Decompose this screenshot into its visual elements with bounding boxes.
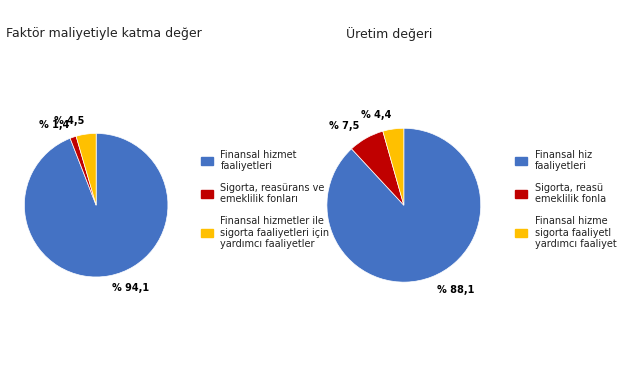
Text: % 94,1: % 94,1 [112, 283, 149, 293]
Text: % 4,5: % 4,5 [54, 116, 84, 126]
Wedge shape [383, 128, 404, 205]
Wedge shape [351, 131, 404, 205]
Text: % 88,1: % 88,1 [437, 285, 474, 295]
Wedge shape [327, 128, 481, 282]
Legend: Finansal hizmet
faaliyetleri, Sigorta, reasürans ve
emeklilik fonları, Finansal : Finansal hizmet faaliyetleri, Sigorta, r… [197, 146, 333, 253]
Text: % 1,4: % 1,4 [38, 120, 69, 130]
Legend: Finansal hiz
faaliyetleri, Sigorta, reasü
emeklilik fonla, Finansal hizme
sigort: Finansal hiz faaliyetleri, Sigorta, reas… [512, 146, 620, 253]
Wedge shape [70, 136, 96, 205]
Wedge shape [76, 133, 96, 205]
Text: Faktör maliyetiyle katma değer: Faktör maliyetiyle katma değer [6, 27, 202, 40]
Text: % 7,5: % 7,5 [329, 121, 360, 131]
Text: Üretim değeri: Üretim değeri [346, 27, 433, 41]
Wedge shape [24, 133, 168, 277]
Text: % 4,4: % 4,4 [361, 110, 391, 120]
